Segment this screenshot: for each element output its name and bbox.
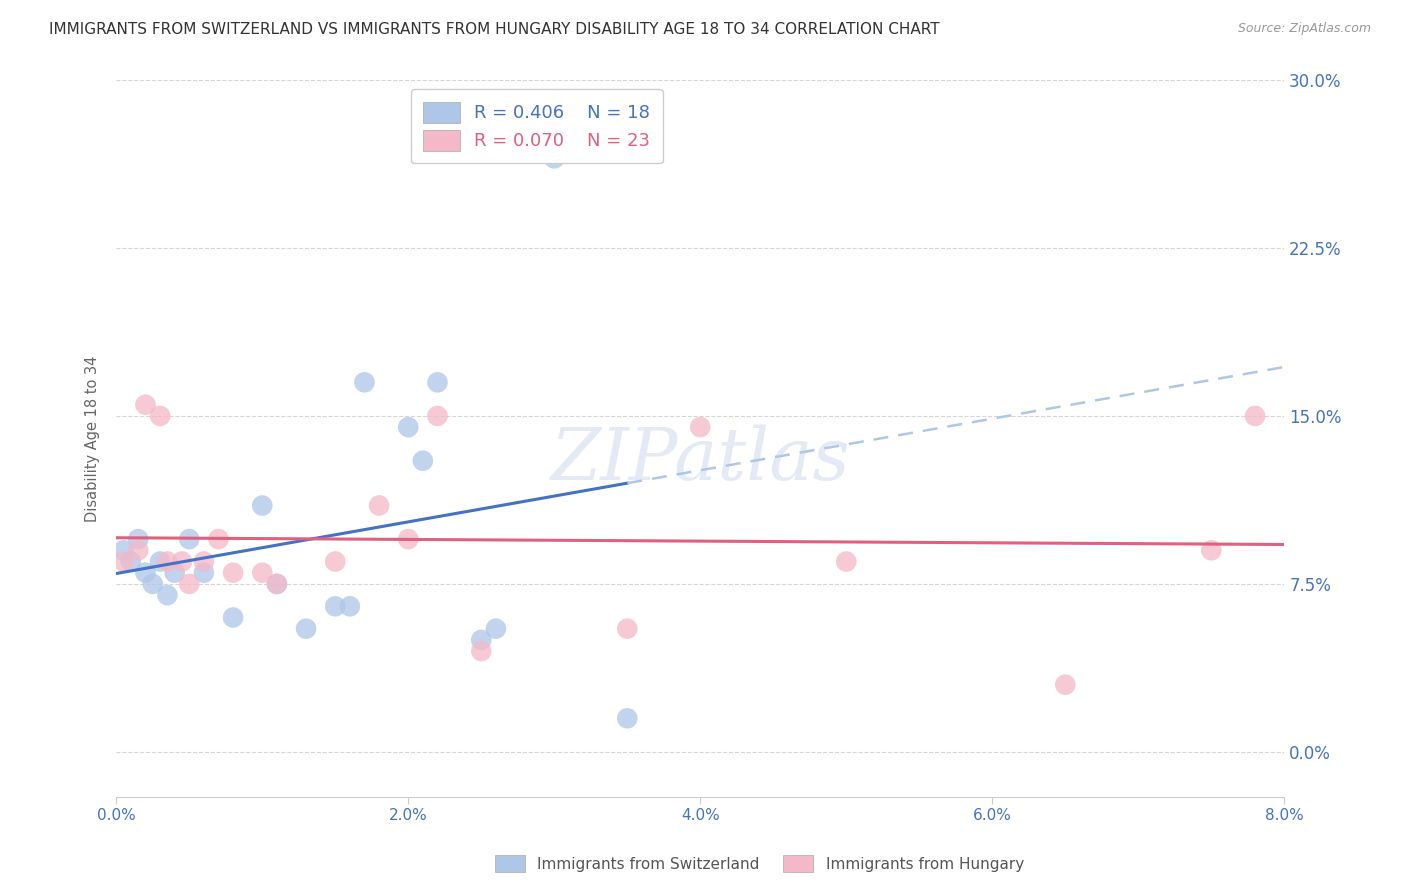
Point [1054, 678, 1077, 692]
Point [149, 409, 172, 423]
Point [112, 554, 135, 568]
Point [142, 577, 165, 591]
Point [835, 554, 858, 568]
Point [616, 622, 638, 636]
Point [112, 543, 135, 558]
Point [120, 554, 142, 568]
Text: IMMIGRANTS FROM SWITZERLAND VS IMMIGRANTS FROM HUNGARY DISABILITY AGE 18 TO 34 C: IMMIGRANTS FROM SWITZERLAND VS IMMIGRANT… [49, 22, 939, 37]
Point [134, 398, 156, 412]
Point [156, 588, 179, 602]
Point [689, 420, 711, 434]
Point [163, 566, 186, 580]
Point [353, 376, 375, 390]
Point [193, 566, 215, 580]
Y-axis label: Disability Age 18 to 34: Disability Age 18 to 34 [86, 355, 100, 522]
Point [127, 543, 149, 558]
Point [252, 499, 274, 513]
Point [426, 376, 449, 390]
Point [170, 554, 193, 568]
Text: Source: ZipAtlas.com: Source: ZipAtlas.com [1237, 22, 1371, 36]
Point [470, 632, 492, 647]
Point [207, 532, 229, 546]
Point [222, 610, 245, 624]
Point [485, 622, 508, 636]
Point [134, 566, 156, 580]
Point [368, 499, 391, 513]
Point [156, 554, 179, 568]
Point [193, 554, 215, 568]
Point [323, 554, 346, 568]
Text: ZIPatlas: ZIPatlas [551, 425, 851, 495]
Point [323, 599, 346, 614]
Point [266, 577, 288, 591]
Point [252, 566, 274, 580]
Point [266, 577, 288, 591]
Point [616, 711, 638, 725]
Point [396, 420, 419, 434]
Point [179, 577, 201, 591]
Point [339, 599, 361, 614]
Point [470, 644, 492, 658]
Point [396, 532, 419, 546]
Point [149, 554, 172, 568]
Point [179, 532, 201, 546]
Point [1201, 543, 1223, 558]
Point [127, 532, 149, 546]
Point [1244, 409, 1267, 423]
Legend: R = 0.406    N = 18, R = 0.070    N = 23: R = 0.406 N = 18, R = 0.070 N = 23 [411, 89, 662, 163]
Legend: Immigrants from Switzerland, Immigrants from Hungary: Immigrants from Switzerland, Immigrants … [486, 847, 1032, 880]
Point [222, 566, 245, 580]
Point [412, 454, 434, 468]
Point [543, 152, 565, 166]
Point [426, 409, 449, 423]
Point [295, 622, 318, 636]
